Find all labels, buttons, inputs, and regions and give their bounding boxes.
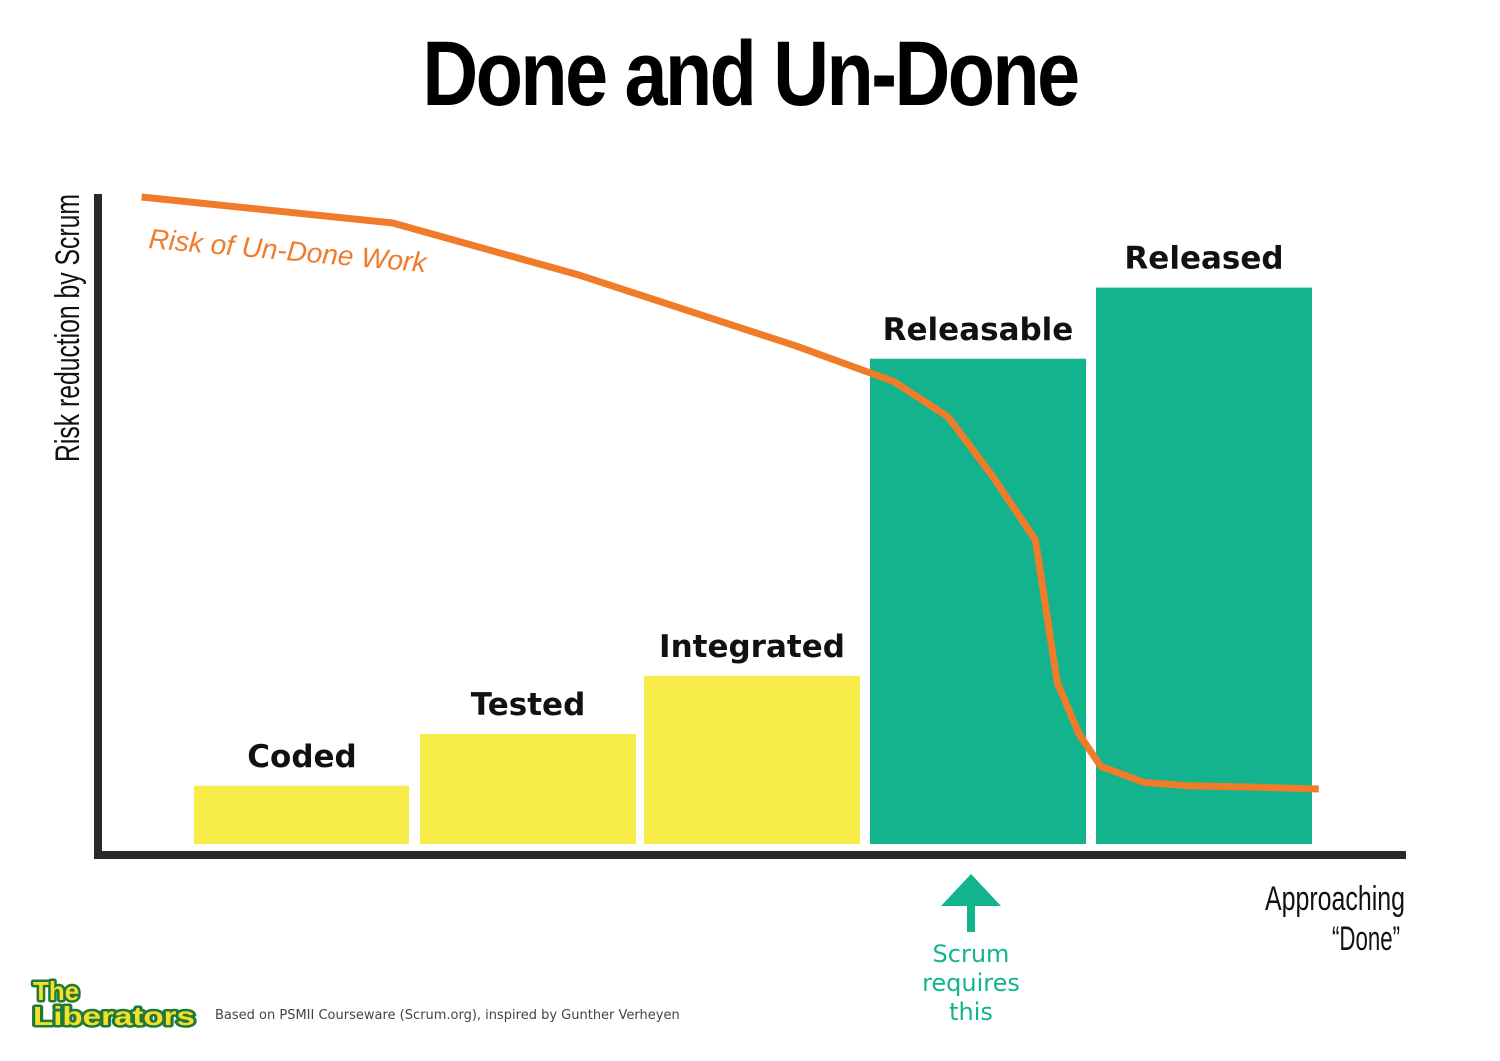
bar-label-tested: Tested [471,687,586,723]
scrum-requires-annotation: Scrum requires this [922,874,1020,1026]
x-axis-label-line-1: Approaching [1265,880,1405,918]
liberators-logo: The Liberators [30,976,200,1028]
bar-label-released: Released [1124,241,1283,277]
chart-title: Done and Un-Done [422,23,1080,125]
bar-tested [420,734,636,844]
bar-label-coded: Coded [247,739,356,775]
up-arrow-icon [941,874,1001,932]
logo-text-line-2: Liberators [33,1001,195,1028]
risk-line-series [141,193,1319,793]
bar-group [194,287,1312,845]
bar-label-group: Coded Tested Integrated Releasable Released [247,241,1283,775]
bar-released [1096,287,1312,845]
annotation-line-2: requires [922,969,1020,997]
x-axis-label-line-2: “Done” [1332,920,1400,958]
series-label: Risk of Un-Done Work [147,223,429,278]
annotation-line-3: this [949,998,993,1026]
source-credit: Based on PSMII Courseware (Scrum.org), i… [215,1008,680,1023]
bar-label-releasable: Releasable [883,312,1074,348]
bar-coded [194,785,409,844]
annotation-line-1: Scrum [933,940,1010,968]
bar-label-integrated: Integrated [659,629,845,665]
bar-integrated [644,675,860,844]
bar-releasable [870,358,1086,844]
y-axis-label: Risk reduction by Scrum [49,194,87,462]
logo-text-line-1: The [33,976,79,1006]
